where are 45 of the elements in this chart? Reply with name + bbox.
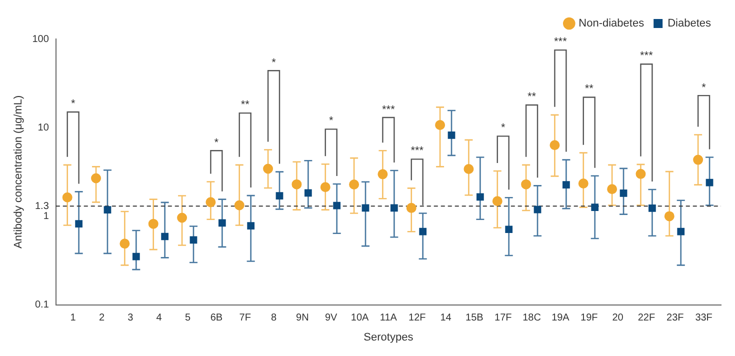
y-tick-label: 0.1 (34, 300, 50, 311)
y-tick-label: 1 (43, 210, 50, 222)
annotation: * (702, 82, 706, 94)
x-tick-label: 10A (350, 312, 369, 324)
x-tick-label: 33F (695, 312, 712, 324)
x-axis-title: Serotypes (364, 331, 414, 344)
x-tick-label: 9N (296, 312, 309, 324)
x-tick-label: 7F (239, 312, 251, 324)
x-tick-label: 6B (210, 312, 223, 324)
x-tick-label: 5 (184, 312, 191, 324)
x-tick-label: 20 (612, 312, 624, 324)
legend-label: Diabetes (668, 18, 712, 30)
x-tick-label: 4 (156, 312, 162, 324)
annotation: * (500, 122, 506, 134)
annotation: *** (640, 50, 653, 62)
y-axis-title: Antibody concentration (μg/mL) (12, 95, 25, 248)
x-tick-label: 2 (98, 312, 105, 324)
x-tick-label: 17F (494, 312, 512, 324)
x-tick-label: 1 (70, 312, 76, 324)
x-tick-label: 19A (552, 312, 570, 324)
annotation: *** (554, 36, 567, 48)
legend-label: Non-diabetes (578, 18, 645, 30)
annotation: *** (382, 104, 395, 116)
x-tick-label: 18C (522, 312, 541, 324)
annotation: ** (584, 83, 594, 96)
y-tick-label: 10 (38, 122, 50, 134)
y-tick-label: 1.3 (34, 200, 50, 212)
annotation: * (272, 56, 276, 69)
x-tick-label: 23F (666, 312, 684, 324)
annotation: * (70, 98, 76, 110)
x-tick-label: 22F (638, 312, 656, 324)
annotation: *** (410, 145, 424, 158)
x-tick-label: 14 (440, 312, 452, 324)
x-tick-label: 15B (466, 312, 484, 324)
annotation: * (328, 115, 334, 128)
x-tick-label: 19F (580, 312, 598, 324)
annotation: ** (528, 90, 536, 103)
x-tick-label: 3 (128, 312, 134, 324)
y-tick-label: 100 (32, 34, 50, 45)
annotation: * (214, 136, 219, 149)
x-tick-label: 11A (380, 312, 398, 324)
x-tick-label: 8 (270, 312, 277, 324)
x-tick-label: 9V (324, 312, 338, 324)
annotation: ** (240, 99, 250, 112)
x-tick-label: 12F (408, 312, 426, 324)
